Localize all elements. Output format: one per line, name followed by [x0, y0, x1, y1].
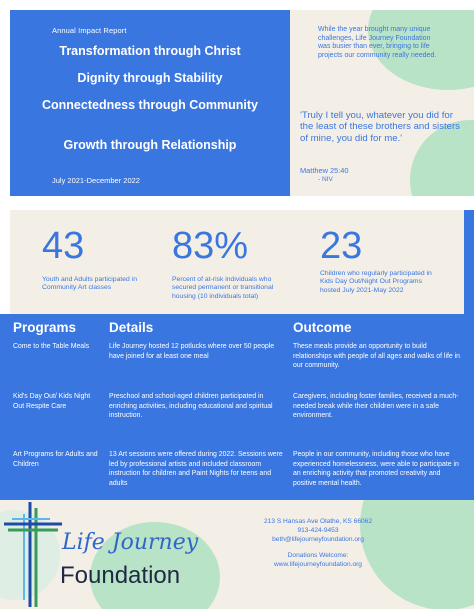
- scripture-quote: 'Truly I tell you, whatever you did for …: [300, 110, 460, 144]
- stat-description: Percent of at-risk individuals who secur…: [172, 276, 274, 300]
- stats-edge-accent: [464, 210, 474, 314]
- stat-description: Youth and Adults participated in Communi…: [42, 276, 137, 292]
- intro-text: While the year brought many unique chall…: [318, 26, 437, 59]
- row2-program: Kid's Day Out/ Kids Night Out Respite Ca…: [13, 393, 91, 410]
- pillar-dignity: Dignity through Stability: [77, 71, 223, 85]
- website-link[interactable]: www.lifejourneyfoundation.org: [274, 561, 362, 569]
- programs-table: Programs Details Outcome Come to the Tab…: [0, 314, 474, 500]
- decorative-blob: [90, 522, 220, 609]
- stat-number: 23: [320, 225, 363, 267]
- stat-number: 83%: [172, 225, 249, 267]
- donations-label: Donations Welcome:: [287, 552, 349, 560]
- stat-number: 43: [42, 225, 85, 267]
- row3-program: Art Programs for Adults and Children: [13, 451, 98, 468]
- pillar-transformation: Transformation through Christ: [59, 44, 241, 58]
- scripture-version: - NIV: [318, 176, 333, 183]
- scripture-citation: Matthew 25:40: [300, 166, 349, 175]
- logo-wordmark-foundation: Foundation: [60, 562, 181, 589]
- intro-quote-panel: While the year brought many unique chall…: [290, 10, 474, 196]
- report-kicker: Annual Impact Report: [52, 26, 127, 35]
- report-dates: July 2021-December 2022: [52, 176, 140, 185]
- logo-wordmark-life-journey: Life Journey: [62, 530, 199, 555]
- stats-band: 43 Youth and Adults participated in Comm…: [10, 210, 474, 314]
- row1-outcome: These meals provide an opportunity to bu…: [293, 343, 461, 370]
- row3-outcome: People in our community, including those…: [293, 451, 459, 487]
- address: 213 S Hansas Ave Olathe, KS 66062: [263, 518, 373, 525]
- row2-details: Preschool and school-aged children parti…: [109, 393, 273, 420]
- email-link[interactable]: beth@lifejourneyfoundation.org: [272, 535, 364, 543]
- footer: Life Journey Foundation 213 S Hansas Ave…: [0, 500, 474, 609]
- pillar-growth: Growth through Relationship: [63, 138, 237, 152]
- stat-description: Children who regularly participated in K…: [320, 270, 432, 294]
- pillar-connectedness: Connectedness through Community: [42, 98, 258, 112]
- row1-program: Come to the Table Meals: [13, 343, 90, 350]
- phone: 913-424-9453: [297, 526, 339, 534]
- hero-panel: Annual Impact Report Transformation thro…: [10, 10, 290, 196]
- row3-details: 13 Art sessions were offered during 2022…: [109, 451, 283, 487]
- contact-block: 213 S Hansas Ave Olathe, KS 66062 913-42…: [238, 518, 398, 570]
- row2-outcome: Caregivers, including foster families, r…: [293, 393, 459, 420]
- header-details: Details: [109, 320, 154, 335]
- cross-logo-icon: [4, 502, 62, 607]
- header-outcome: Outcome: [293, 320, 352, 335]
- header-programs: Programs: [13, 320, 77, 335]
- row1-details: Life Journey hosted 12 potlucks where ov…: [109, 343, 275, 360]
